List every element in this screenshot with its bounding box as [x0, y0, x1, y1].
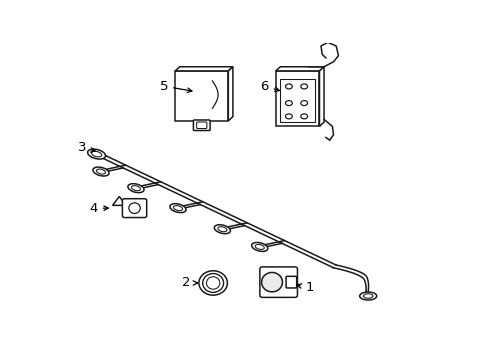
- FancyBboxPatch shape: [194, 120, 210, 131]
- Ellipse shape: [170, 204, 186, 213]
- Ellipse shape: [218, 227, 227, 232]
- Polygon shape: [175, 67, 233, 71]
- Circle shape: [301, 100, 308, 105]
- Ellipse shape: [262, 273, 282, 292]
- FancyBboxPatch shape: [260, 267, 297, 297]
- Ellipse shape: [129, 203, 140, 213]
- Circle shape: [286, 114, 293, 119]
- Ellipse shape: [206, 277, 220, 289]
- Ellipse shape: [252, 243, 268, 251]
- Polygon shape: [276, 67, 324, 71]
- Ellipse shape: [93, 167, 109, 176]
- Polygon shape: [175, 71, 228, 121]
- Ellipse shape: [255, 244, 264, 249]
- Text: 3: 3: [78, 141, 95, 154]
- Circle shape: [301, 114, 308, 119]
- Ellipse shape: [92, 151, 101, 157]
- Ellipse shape: [97, 169, 105, 174]
- Ellipse shape: [214, 225, 230, 234]
- Ellipse shape: [131, 186, 141, 191]
- FancyBboxPatch shape: [196, 122, 207, 129]
- Polygon shape: [113, 197, 126, 205]
- Circle shape: [301, 84, 308, 89]
- Circle shape: [286, 84, 293, 89]
- Ellipse shape: [88, 149, 105, 159]
- Text: 4: 4: [89, 202, 108, 215]
- Ellipse shape: [173, 206, 183, 211]
- Text: 1: 1: [297, 281, 314, 294]
- Ellipse shape: [360, 292, 377, 300]
- Ellipse shape: [199, 271, 227, 295]
- Text: 6: 6: [260, 80, 279, 93]
- Circle shape: [286, 100, 293, 105]
- Polygon shape: [276, 71, 319, 126]
- Text: 2: 2: [182, 276, 197, 289]
- Polygon shape: [228, 67, 233, 121]
- Ellipse shape: [364, 294, 373, 298]
- Text: 5: 5: [160, 80, 192, 93]
- FancyBboxPatch shape: [122, 199, 147, 217]
- Ellipse shape: [128, 184, 144, 193]
- FancyBboxPatch shape: [286, 276, 297, 288]
- Polygon shape: [319, 67, 324, 126]
- Ellipse shape: [203, 274, 223, 292]
